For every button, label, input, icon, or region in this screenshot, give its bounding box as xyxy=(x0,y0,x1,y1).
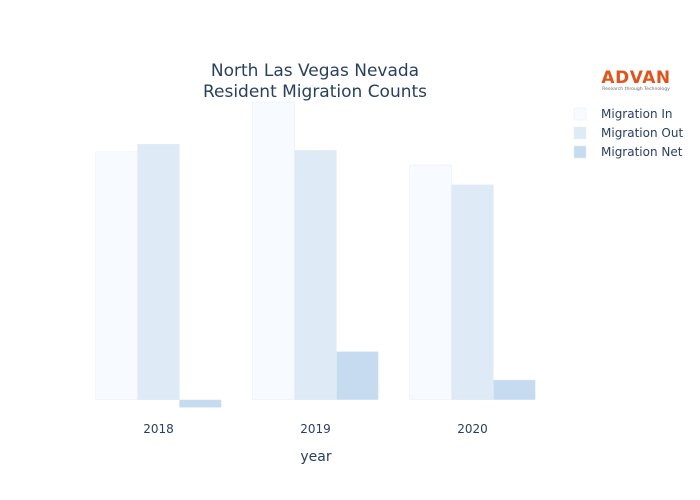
x-tick-label-2018: 2018 xyxy=(143,422,174,436)
legend-item-migration-in[interactable]: Migration In xyxy=(573,107,673,121)
chart-title-line-2: Resident Migration Counts xyxy=(203,82,427,102)
logo-tagline: Research through Technology xyxy=(602,86,670,92)
legend: Migration In Migration Out Migration Net xyxy=(573,107,683,159)
legend-swatch xyxy=(573,107,587,121)
x-axis-title: year xyxy=(300,449,331,465)
x-tick-label-2019: 2019 xyxy=(300,422,331,436)
legend-swatch xyxy=(573,145,587,159)
x-tick-labels: 2018 2019 2020 xyxy=(143,422,488,436)
bar-migration-net-2020 xyxy=(493,379,536,401)
bars-layer xyxy=(95,101,536,408)
bar-migration-in-2020 xyxy=(409,164,452,401)
legend-label: Migration In xyxy=(601,107,673,121)
bar-migration-in-2018 xyxy=(95,151,138,401)
bar-migration-in-2019 xyxy=(252,101,295,401)
bar-migration-net-2019 xyxy=(336,351,379,401)
bar-migration-out-2019 xyxy=(294,150,337,401)
chart-title-line-1: North Las Vegas Nevada xyxy=(211,61,419,81)
bar-migration-out-2020 xyxy=(451,184,494,401)
legend-swatch xyxy=(573,126,587,140)
bar-migration-net-2018 xyxy=(179,399,222,408)
legend-label: Migration Out xyxy=(601,126,683,140)
advan-logo: ADVAN Research through Technology xyxy=(601,68,670,92)
logo-wordmark: ADVAN xyxy=(601,68,670,88)
x-tick-label-2020: 2020 xyxy=(457,422,488,436)
legend-label: Migration Net xyxy=(601,145,683,159)
legend-item-migration-net[interactable]: Migration Net xyxy=(573,145,683,159)
bar-migration-out-2018 xyxy=(137,143,180,401)
legend-item-migration-out[interactable]: Migration Out xyxy=(573,126,683,140)
